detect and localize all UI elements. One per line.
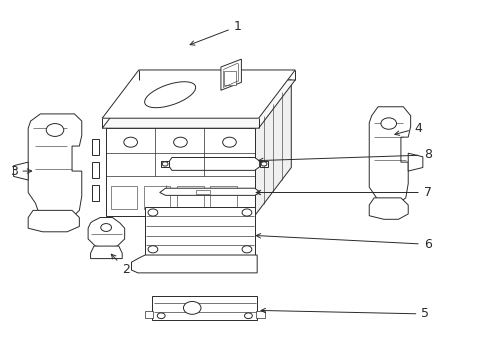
Polygon shape [14,162,28,180]
Polygon shape [102,70,295,118]
Bar [196,190,210,194]
Polygon shape [170,157,260,170]
Bar [144,186,171,209]
Bar [145,311,153,318]
Polygon shape [369,198,408,219]
Polygon shape [93,185,99,202]
Circle shape [173,137,187,147]
Circle shape [245,313,252,319]
Circle shape [157,313,165,319]
Text: 6: 6 [256,234,432,251]
Polygon shape [131,255,257,273]
Bar [224,71,236,85]
Circle shape [101,224,112,231]
Polygon shape [88,217,124,248]
Bar [256,311,265,318]
Circle shape [46,123,64,136]
Circle shape [381,118,396,129]
Text: 4: 4 [395,122,422,135]
Text: 8: 8 [259,148,432,163]
Polygon shape [93,162,99,178]
Bar [210,186,237,209]
Polygon shape [369,107,411,205]
Circle shape [242,246,252,253]
Circle shape [222,137,236,147]
Text: 5: 5 [261,307,429,320]
Polygon shape [28,114,82,217]
Circle shape [148,209,158,216]
Bar [145,207,255,255]
Text: 1: 1 [190,20,242,45]
Polygon shape [161,161,170,167]
Polygon shape [102,80,295,128]
Polygon shape [221,59,242,90]
Circle shape [261,162,267,166]
Bar [111,186,137,209]
Circle shape [162,162,168,166]
Polygon shape [106,80,291,128]
Polygon shape [255,80,291,216]
Ellipse shape [145,82,196,108]
Polygon shape [260,161,269,167]
Polygon shape [91,246,122,258]
Bar [106,128,255,216]
Bar [177,186,203,209]
Bar [152,296,257,320]
Polygon shape [93,139,99,155]
Text: 7: 7 [256,186,432,199]
Circle shape [242,209,252,216]
Circle shape [124,137,138,147]
Polygon shape [408,153,423,171]
Text: 2: 2 [111,254,129,276]
Circle shape [148,246,158,253]
Polygon shape [28,210,79,232]
Polygon shape [160,188,261,195]
Circle shape [183,301,201,314]
Text: 3: 3 [10,165,32,177]
